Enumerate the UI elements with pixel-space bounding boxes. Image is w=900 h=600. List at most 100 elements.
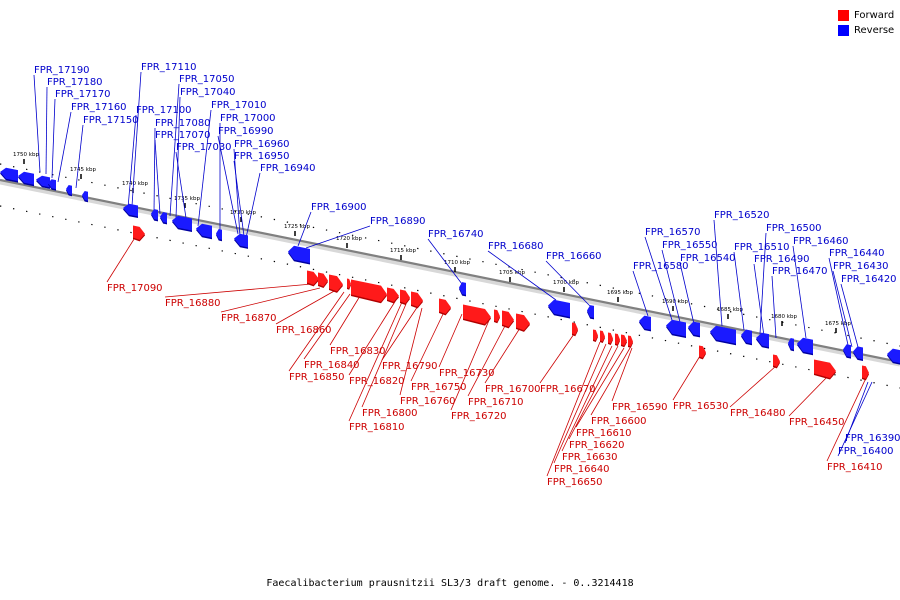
gene-label[interactable]: FPR_16430 — [833, 261, 889, 272]
gene-label[interactable]: FPR_16440 — [829, 248, 885, 259]
gene-label[interactable]: FPR_17000 — [220, 113, 276, 124]
reverse-gene[interactable] — [160, 212, 167, 225]
gene-label[interactable]: FPR_16530 — [673, 401, 729, 412]
forward-gene[interactable] — [494, 309, 500, 324]
gene-label[interactable]: FPR_16720 — [451, 411, 507, 422]
gene-label[interactable]: FPR_17170 — [55, 89, 111, 100]
reverse-gene[interactable] — [853, 346, 863, 362]
gene-label[interactable]: FPR_16500 — [766, 223, 822, 234]
forward-gene[interactable] — [600, 330, 605, 344]
gene-label[interactable]: FPR_16820 — [349, 376, 405, 387]
gene-label[interactable]: FPR_16830 — [330, 346, 386, 357]
forward-gene[interactable] — [347, 278, 351, 290]
reverse-gene[interactable] — [548, 299, 570, 319]
reverse-gene[interactable] — [666, 319, 686, 339]
gene-label[interactable]: FPR_16580 — [633, 261, 689, 272]
gene-label[interactable]: FPR_16680 — [488, 241, 544, 252]
gene-label[interactable]: FPR_17110 — [141, 62, 197, 73]
gene-label[interactable]: FPR_16810 — [349, 422, 405, 433]
reverse-gene[interactable] — [234, 233, 248, 249]
forward-gene[interactable] — [329, 274, 343, 293]
gene-label[interactable]: FPR_16490 — [754, 254, 810, 265]
gene-label[interactable]: FPR_16940 — [260, 163, 316, 174]
forward-gene[interactable] — [814, 359, 836, 380]
reverse-gene[interactable] — [151, 209, 158, 222]
reverse-gene[interactable] — [36, 175, 50, 189]
gene-label[interactable]: FPR_16700 — [485, 384, 541, 395]
gene-label[interactable]: FPR_16750 — [411, 382, 467, 393]
gene-label[interactable]: FPR_16620 — [569, 440, 625, 451]
gene-label[interactable]: FPR_16850 — [289, 372, 345, 383]
gene-label[interactable]: FPR_16480 — [730, 408, 786, 419]
forward-gene[interactable] — [351, 279, 387, 304]
forward-gene[interactable] — [516, 313, 530, 332]
gene-label[interactable]: FPR_16740 — [428, 229, 484, 240]
forward-gene[interactable] — [439, 298, 451, 316]
gene-label[interactable]: FPR_16710 — [468, 397, 524, 408]
forward-gene[interactable] — [463, 304, 491, 326]
gene-label[interactable]: FPR_17100 — [136, 105, 192, 116]
gene-label[interactable]: FPR_16570 — [645, 227, 701, 238]
reverse-gene[interactable] — [710, 325, 736, 346]
gene-label[interactable]: FPR_16990 — [218, 126, 274, 137]
reverse-gene[interactable] — [741, 329, 752, 346]
gene-label[interactable]: FPR_16730 — [439, 368, 495, 379]
forward-gene[interactable] — [628, 335, 633, 349]
gene-label[interactable]: FPR_17160 — [71, 102, 127, 113]
gene-label[interactable]: FPR_16600 — [591, 416, 647, 427]
reverse-gene[interactable] — [48, 179, 56, 191]
gene-label[interactable]: FPR_16760 — [400, 396, 456, 407]
gene-label[interactable]: FPR_16900 — [311, 202, 367, 213]
gene-label[interactable]: FPR_16610 — [576, 428, 632, 439]
reverse-gene[interactable] — [172, 215, 192, 233]
forward-gene[interactable] — [502, 310, 514, 329]
gene-label[interactable]: FPR_16890 — [370, 216, 426, 227]
gene-label[interactable]: FPR_16960 — [234, 139, 290, 150]
forward-gene[interactable] — [411, 291, 423, 309]
gene-label[interactable]: FPR_16510 — [734, 242, 790, 253]
gene-label[interactable]: FPR_17050 — [179, 74, 235, 85]
forward-gene[interactable] — [773, 354, 780, 369]
reverse-gene[interactable] — [18, 171, 34, 187]
forward-gene[interactable] — [133, 225, 145, 242]
gene-label[interactable]: FPR_17070 — [155, 130, 211, 141]
forward-gene[interactable] — [862, 365, 869, 381]
gene-label[interactable]: FPR_17010 — [211, 100, 267, 111]
gene-label[interactable]: FPR_16660 — [546, 251, 602, 262]
reverse-gene[interactable] — [288, 245, 310, 265]
gene-label[interactable]: FPR_16520 — [714, 210, 770, 221]
gene-label[interactable]: FPR_16860 — [276, 325, 332, 336]
gene-label[interactable]: FPR_16540 — [680, 253, 736, 264]
gene-label[interactable]: FPR_16460 — [793, 236, 849, 247]
gene-label[interactable]: FPR_16630 — [562, 452, 618, 463]
gene-label[interactable]: FPR_16790 — [382, 361, 438, 372]
forward-gene[interactable] — [307, 270, 319, 287]
gene-label[interactable]: FPR_17080 — [155, 118, 211, 129]
gene-label[interactable]: FPR_16950 — [234, 151, 290, 162]
gene-label[interactable]: FPR_16420 — [841, 274, 897, 285]
gene-label[interactable]: FPR_16650 — [547, 477, 603, 488]
reverse-gene[interactable] — [66, 185, 72, 197]
gene-label[interactable]: FPR_17190 — [34, 65, 90, 76]
gene-label[interactable]: FPR_16880 — [165, 298, 221, 309]
gene-label[interactable]: FPR_17090 — [107, 283, 163, 294]
forward-gene[interactable] — [572, 322, 578, 337]
reverse-gene[interactable] — [0, 167, 18, 183]
forward-gene[interactable] — [593, 329, 598, 343]
reverse-gene[interactable] — [756, 332, 769, 349]
gene-label[interactable]: FPR_16410 — [827, 462, 883, 473]
gene-label[interactable]: FPR_16590 — [612, 402, 668, 413]
reverse-gene[interactable] — [459, 282, 466, 297]
gene-label[interactable]: FPR_16550 — [662, 240, 718, 251]
forward-gene[interactable] — [608, 332, 613, 346]
reverse-gene[interactable] — [797, 337, 813, 356]
gene-label[interactable]: FPR_16670 — [540, 384, 596, 395]
reverse-gene[interactable] — [196, 223, 212, 240]
forward-gene[interactable] — [318, 272, 328, 289]
gene-label[interactable]: FPR_16800 — [362, 408, 418, 419]
forward-gene[interactable] — [387, 287, 399, 304]
gene-label[interactable]: FPR_17040 — [180, 87, 236, 98]
reverse-gene[interactable] — [123, 203, 138, 219]
forward-gene[interactable] — [621, 334, 627, 348]
